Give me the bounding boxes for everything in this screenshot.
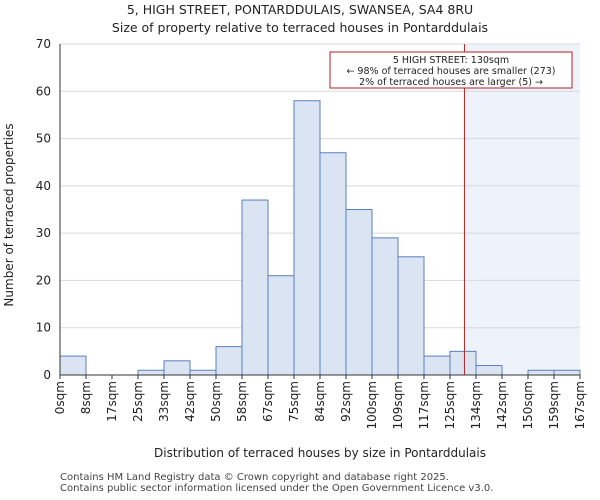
y-tick-label: 40: [36, 179, 51, 193]
bar: [423, 355, 451, 376]
bar: [319, 152, 347, 376]
bar: [163, 360, 191, 376]
x-tick-label: 142sqm: [495, 381, 509, 429]
x-tick-label: 134sqm: [469, 381, 483, 429]
x-tick-label: 109sqm: [391, 381, 405, 429]
x-tick-label: 0sqm: [53, 381, 67, 414]
x-tick-label: 17sqm: [105, 381, 119, 422]
chart-title: 5, HIGH STREET, PONTARDDULAIS, SWANSEA, …: [126, 2, 474, 17]
bar: [59, 355, 87, 376]
x-tick-label: 125sqm: [443, 381, 457, 429]
x-tick-label: 8sqm: [79, 381, 93, 414]
y-tick-label: 0: [43, 368, 51, 382]
x-tick-label: 150sqm: [521, 381, 535, 429]
x-tick-label: 100sqm: [365, 381, 379, 429]
y-tick-label: 10: [36, 321, 51, 335]
bar: [397, 256, 425, 376]
annotation-line: 2% of terraced houses are larger (5) →: [359, 77, 543, 88]
annotation-line: 5 HIGH STREET: 130sqm: [393, 55, 509, 66]
footer-line-1: Contains HM Land Registry data © Crown c…: [60, 472, 449, 483]
y-axis-label: Number of terraced properties: [2, 123, 16, 306]
x-tick-label: 117sqm: [417, 381, 431, 429]
x-tick-label: 84sqm: [313, 381, 327, 422]
chart-subtitle: Size of property relative to terraced ho…: [111, 20, 489, 35]
bar: [267, 275, 295, 376]
annotation-line: ← 98% of terraced houses are smaller (27…: [346, 66, 555, 77]
x-tick-label: 50sqm: [209, 381, 223, 422]
bar: [137, 369, 165, 376]
y-tick-label: 70: [36, 37, 51, 51]
bar: [449, 350, 477, 376]
bar: [475, 365, 503, 376]
y-tick-label: 60: [36, 84, 51, 98]
bar: [189, 369, 217, 376]
y-tick-label: 50: [36, 132, 51, 146]
bar: [345, 209, 373, 376]
x-tick-label: 159sqm: [547, 381, 561, 429]
x-tick-label: 25sqm: [131, 381, 145, 422]
x-tick-label: 75sqm: [287, 381, 301, 422]
bar: [527, 369, 555, 376]
annotation-box: [329, 51, 573, 89]
x-tick-label: 33sqm: [157, 381, 171, 422]
bar: [241, 199, 269, 376]
bar: [371, 237, 399, 376]
x-tick-label: 92sqm: [339, 381, 353, 422]
y-tick-label: 30: [36, 226, 51, 240]
bar: [215, 346, 243, 376]
x-tick-label: 67sqm: [261, 381, 275, 422]
bar: [293, 100, 321, 376]
x-tick-label: 167sqm: [573, 381, 587, 429]
x-tick-label: 58sqm: [235, 381, 249, 422]
bar: [553, 369, 581, 376]
footer-line-2: Contains public sector information licen…: [60, 483, 494, 494]
x-axis-label: Distribution of terraced houses by size …: [154, 446, 486, 460]
x-tick-label: 42sqm: [183, 381, 197, 422]
highlight-region: [464, 44, 580, 375]
y-tick-label: 20: [36, 273, 51, 287]
